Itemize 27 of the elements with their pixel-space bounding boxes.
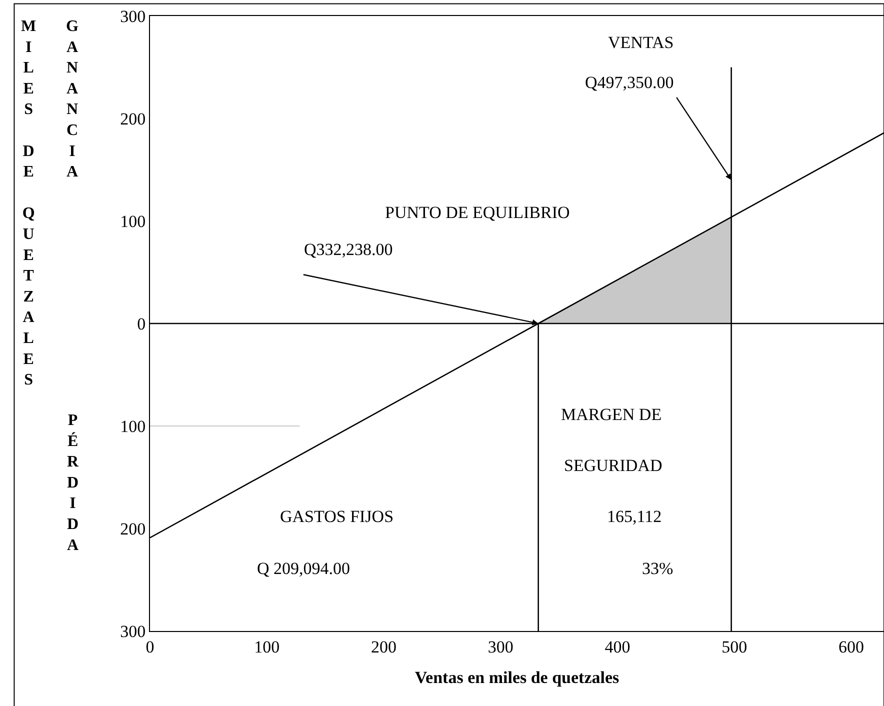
y-tick-label: 200 xyxy=(120,519,146,538)
x-tick-label: 400 xyxy=(604,637,630,656)
annotation: 33% xyxy=(642,559,674,578)
y-tick-label: 100 xyxy=(120,416,146,436)
annotation: 165,112 xyxy=(607,507,662,526)
annotation: MARGEN DE xyxy=(561,405,662,424)
annotation: VENTAS xyxy=(608,33,674,52)
x-tick-label: 600 xyxy=(838,637,864,656)
text: MILES DE QUETZALES xyxy=(21,18,36,389)
text: PÉRDIDA xyxy=(67,412,79,554)
annotation: Q332,238.00 xyxy=(304,240,393,259)
annotation: GASTOS FIJOS xyxy=(280,507,394,526)
y-tick-label: 0 xyxy=(137,314,146,334)
text: GANANCIA xyxy=(66,18,79,181)
annotation: PUNTO DE EQUILIBRIO xyxy=(385,203,570,222)
y-tick-label: 200 xyxy=(120,109,146,128)
x-tick-label: 500 xyxy=(722,637,748,656)
annotation: Q497,350.00 xyxy=(585,73,674,92)
y-tick-label: 300 xyxy=(120,6,146,26)
x-tick-label: 100 xyxy=(254,637,280,656)
x-tick-label: 200 xyxy=(371,637,397,656)
annotation: SEGURIDAD xyxy=(564,456,662,475)
x-axis-title: Ventas en miles de quetzales xyxy=(414,668,620,687)
annotation: Q 209,094.00 xyxy=(257,559,350,578)
y-tick-label: 100 xyxy=(120,212,146,231)
y-tick-label: 300 xyxy=(120,622,146,641)
x-tick-label: 300 xyxy=(488,637,514,656)
